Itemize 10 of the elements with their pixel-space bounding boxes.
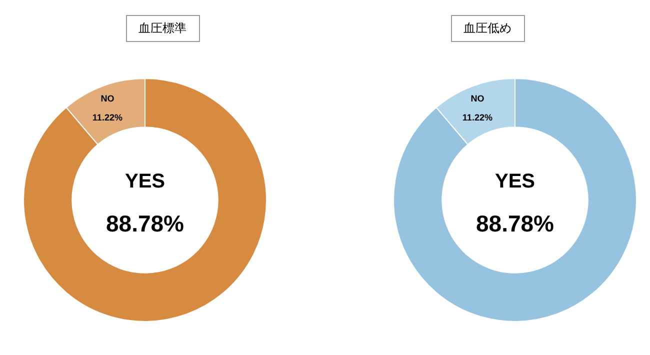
- slice-label: YES: [124, 170, 166, 193]
- data-label: 88.78%: [106, 210, 184, 236]
- data-label: 11.22%: [92, 112, 122, 122]
- slice-label: NO: [100, 93, 114, 104]
- slice-label: NO: [470, 93, 484, 104]
- data-label: 11.22%: [462, 112, 492, 122]
- data-label: 88.78%: [476, 210, 554, 236]
- chart-title: 血圧低め: [450, 15, 524, 42]
- slice-label: YES: [494, 170, 536, 193]
- chart-title: 血圧標準: [126, 15, 200, 42]
